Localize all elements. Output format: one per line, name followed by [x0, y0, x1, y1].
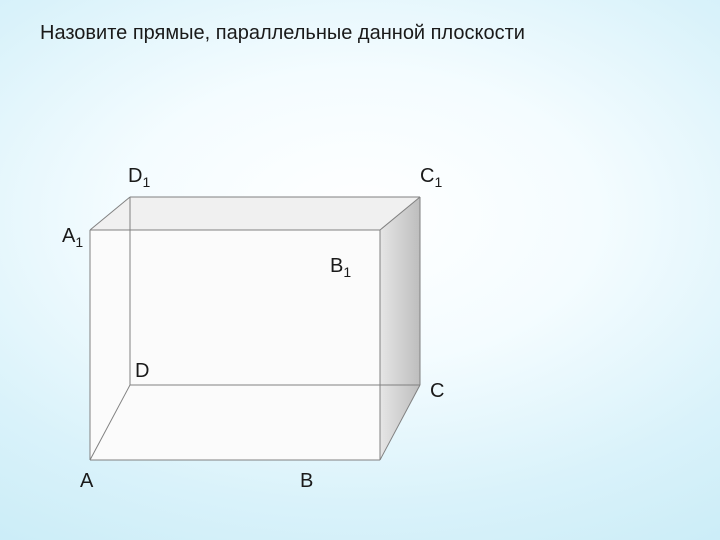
label-A1: A1 — [62, 225, 83, 250]
label-D1: D1 — [128, 165, 150, 190]
face-right — [380, 197, 420, 460]
label-C1: C1 — [420, 165, 442, 190]
label-A: A — [80, 470, 93, 493]
label-B1: B1 — [330, 255, 351, 280]
label-B: B — [300, 470, 313, 493]
label-C: C — [430, 380, 444, 403]
label-D: D — [135, 360, 149, 383]
face-top — [90, 197, 420, 230]
prism-diagram — [0, 0, 720, 540]
